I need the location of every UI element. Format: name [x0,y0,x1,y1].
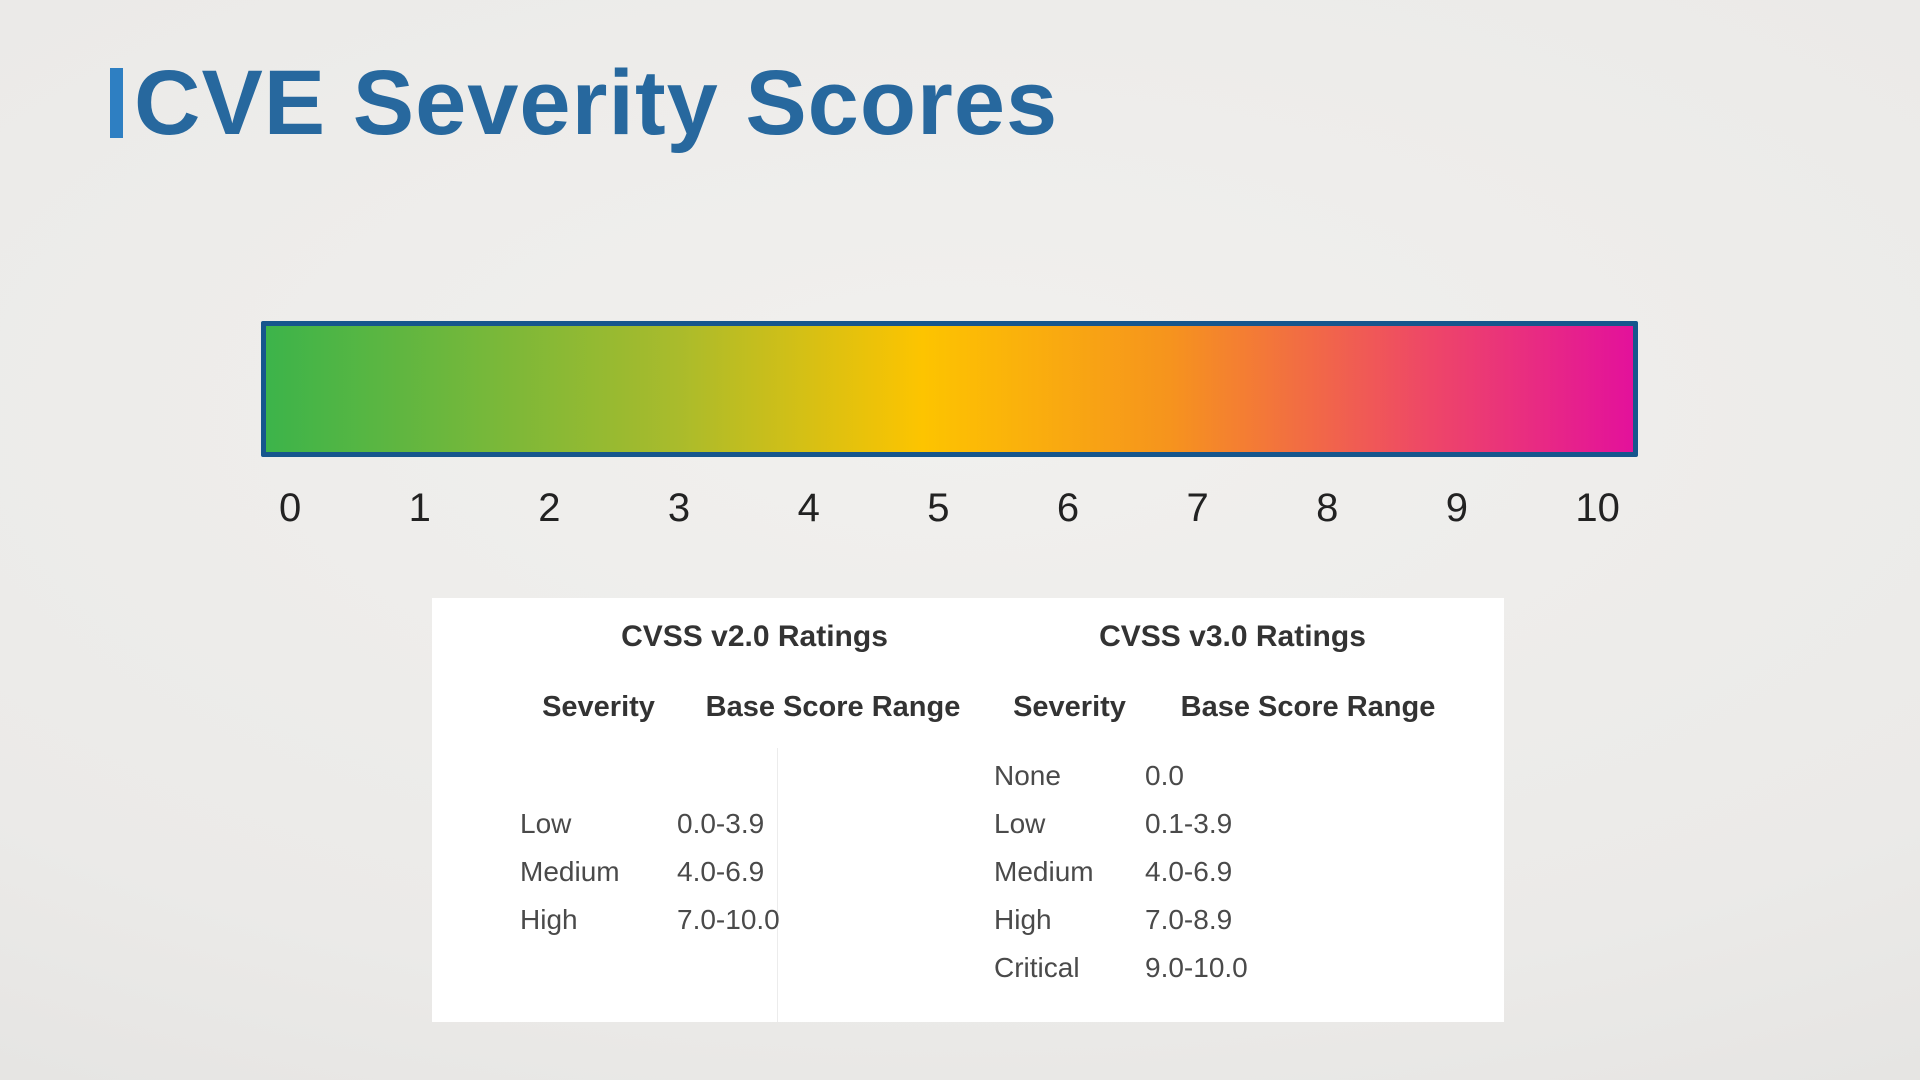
severity-gradient-bar [261,321,1638,457]
scale-tick-label: 9 [1445,486,1469,530]
rating-score-range: 0.0 [1145,760,1184,791]
rating-row: Medium 4.0-6.9 [520,848,989,896]
rating-row: None 0.0 [994,752,1471,800]
rating-score-range: 4.0-6.9 [677,856,765,887]
scale-tick-row: 0 1 2 3 4 5 6 7 8 9 10 [261,482,1638,534]
rating-severity: Low [520,808,572,839]
cvss-v2-range-header: Base Score Range [705,691,961,723]
scale-tick-label: 5 [927,486,950,530]
rating-row: High 7.0-10.0 [520,896,989,944]
rating-severity: Critical [994,952,1080,983]
rating-score-range: 0.1-3.9 [1145,808,1233,839]
scale-tick-label: 4 [797,486,820,530]
scale-tick-label: 1 [408,486,431,530]
rating-row: High 7.0-8.9 [994,896,1471,944]
rating-score-range: 7.0-10.0 [677,904,780,935]
scale-tick-label: 8 [1316,486,1339,530]
cvss-v3-severity-header: Severity [1013,691,1126,723]
scale-tick-label: 2 [538,486,561,530]
table-column-divider [777,748,778,1022]
cvss-v2-severity-header: Severity [542,691,655,723]
rating-severity: High [994,904,1052,935]
rating-score-range: 0.0-3.9 [677,808,765,839]
rating-score-range: 9.0-10.0 [1145,952,1248,983]
cvss-v3-range-header: Base Score Range [1180,691,1436,723]
rating-score-range: 7.0-8.9 [1145,904,1233,935]
rating-row: Critical 9.0-10.0 [994,944,1471,992]
ratings-panel: CVSS v2.0 Ratings CVSS v3.0 Ratings Seve… [432,598,1504,1022]
rating-severity: High [520,904,578,935]
scale-tick-label: 3 [667,486,691,530]
scale-tick-label: 10 [1575,486,1620,530]
rating-severity: None [994,760,1061,791]
rating-score-range: 4.0-6.9 [1145,856,1233,887]
rating-severity: Low [994,808,1046,839]
rating-row: Low 0.1-3.9 [994,800,1471,848]
title-block: CVE Severity Scores [110,48,1058,158]
scale-tick-label: 6 [1056,486,1080,530]
rating-row: Medium 4.0-6.9 [994,848,1471,896]
page-title: CVE Severity Scores [134,52,1059,154]
scale-tick-label: 7 [1186,486,1209,530]
title-accent-bar [110,68,123,138]
scale-tick-label: 0 [279,486,302,530]
cvss-v2-rows: Low 0.0-3.9 Medium 4.0-6.9 High 7.0-10.0 [520,800,989,944]
cvss-v3-table-title: CVSS v3.0 Ratings [1099,620,1366,653]
rating-severity: Medium [994,856,1094,887]
rating-severity: Medium [520,856,620,887]
cvss-v3-rows: None 0.0 Low 0.1-3.9 Medium 4.0-6.9 High 7.0-8.… [994,752,1471,992]
cvss-v2-table-title: CVSS v2.0 Ratings [621,620,888,653]
rating-row: Low 0.0-3.9 [520,800,989,848]
